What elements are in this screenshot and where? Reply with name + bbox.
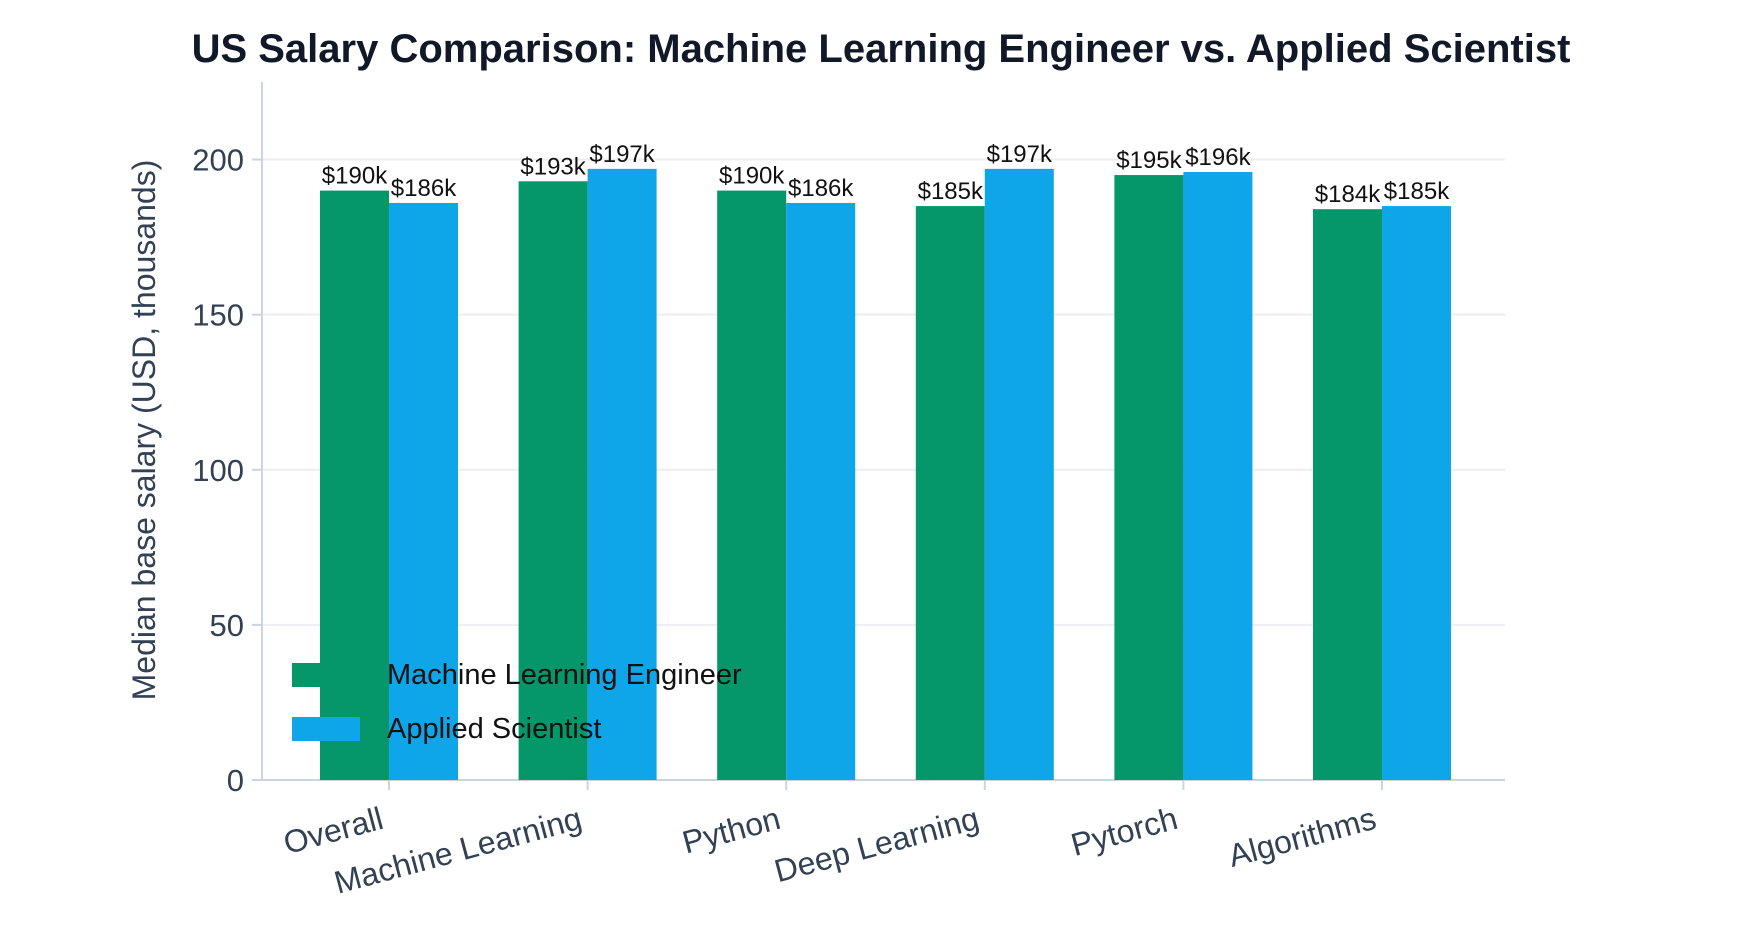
y-tick-label: 150	[192, 298, 244, 333]
data-label: $190k	[719, 163, 785, 190]
data-label: $184k	[1315, 181, 1381, 208]
bar-0-2	[717, 190, 787, 781]
chart-title: US Salary Comparison: Machine Learning E…	[192, 27, 1571, 71]
bar-0-0	[320, 190, 389, 781]
y-tick-label: 100	[192, 453, 244, 488]
x-tick-label: Deep Learning	[771, 800, 983, 889]
legend-label: Machine Learning Engineer	[387, 659, 742, 691]
data-label: $185k	[1384, 178, 1450, 205]
legend-label: Applied Scientist	[387, 713, 601, 745]
data-label: $186k	[788, 175, 854, 202]
x-tick-label: Overall	[280, 800, 387, 861]
data-label: $196k	[1185, 144, 1251, 171]
bar-0-1	[518, 181, 588, 780]
x-tick-label: Pytorch	[1067, 800, 1181, 863]
x-tick-label: Algorithms	[1224, 800, 1379, 874]
x-tick-label: Python	[678, 800, 784, 861]
y-tick-label: 50	[210, 608, 244, 643]
bar-1-1	[587, 168, 657, 780]
bar-1-4	[1183, 171, 1253, 780]
legend-swatch	[292, 717, 360, 741]
legend: Machine Learning Engineer Applied Scienti…	[292, 659, 742, 745]
bar-1-3	[984, 168, 1054, 780]
bar-0-3	[915, 206, 985, 781]
y-tick-label: 200	[192, 143, 244, 178]
data-label: $193k	[520, 153, 586, 180]
y-axis-label: Median base salary (USD, thousands)	[126, 160, 162, 701]
bar-0-5	[1313, 209, 1382, 781]
y-tick-label: 0	[227, 763, 244, 798]
data-label: $185k	[918, 178, 984, 205]
data-label: $197k	[589, 141, 655, 168]
bar-1-5	[1382, 206, 1451, 781]
data-labels: $190k $186k$193k $197k$190k $186k $185k$197k…	[322, 141, 1450, 208]
data-label: $197k	[987, 141, 1053, 168]
data-label: $195k	[1116, 147, 1182, 174]
bar-0-4	[1114, 175, 1184, 781]
data-label: $186k	[391, 175, 457, 202]
bar-1-2	[786, 202, 856, 780]
data-label: $190k	[322, 163, 388, 190]
bar-1-0	[389, 202, 458, 780]
legend-swatch	[292, 663, 360, 687]
gridlines	[262, 158, 1505, 626]
